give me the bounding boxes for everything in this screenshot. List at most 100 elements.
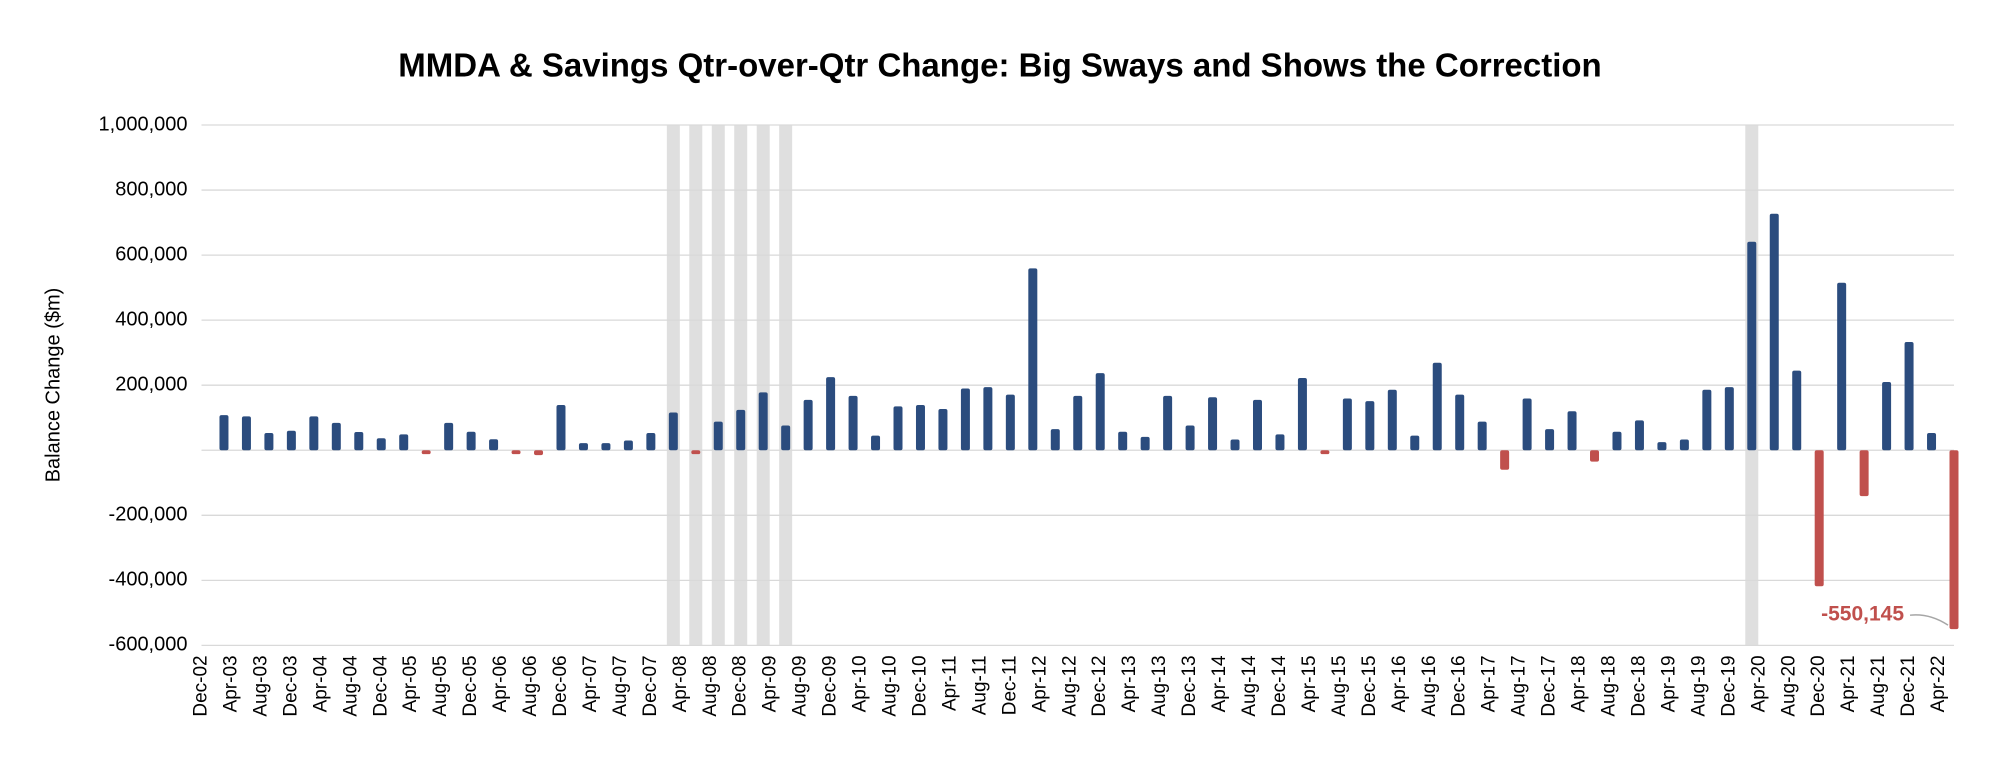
bar [331, 422, 341, 451]
x-tick-label: Aug-10 [880, 655, 901, 716]
bar [623, 440, 633, 451]
y-tick-label: 800,000 [115, 178, 187, 200]
x-tick-label: Aug-04 [340, 655, 361, 717]
x-tick-label: Dec-11 [999, 655, 1020, 715]
bar [1342, 398, 1352, 451]
bar [826, 377, 836, 451]
bar [1904, 341, 1914, 451]
x-tick-label: Apr-17 [1479, 655, 1500, 712]
bar [1702, 389, 1712, 451]
bar [938, 408, 948, 451]
x-tick-label: Aug-07 [610, 655, 631, 716]
bar [915, 405, 925, 451]
x-tick-label: Apr-13 [1119, 655, 1140, 712]
chart-title: MMDA & Savings Qtr-over-Qtr Change: Big … [398, 47, 1601, 84]
bar [1859, 450, 1869, 497]
x-tick-label: Apr-07 [580, 655, 601, 712]
x-tick-label: Apr-06 [490, 655, 511, 712]
bar [309, 416, 319, 451]
bar [646, 433, 656, 451]
bar [1252, 399, 1262, 451]
x-tick-label: Dec-02 [191, 655, 212, 716]
x-tick-label: Dec-08 [730, 655, 751, 716]
bar [871, 435, 881, 451]
y-tick-label: -200,000 [109, 504, 188, 526]
bar [1679, 439, 1689, 451]
bar [1814, 450, 1824, 587]
bar [1163, 395, 1173, 451]
x-tick-label: Dec-21 [1898, 655, 1919, 716]
x-tick-label: Apr-21 [1838, 655, 1859, 712]
x-tick-label: Apr-10 [850, 655, 871, 712]
x-tick-label: Aug-21 [1868, 655, 1889, 716]
x-tick-label: Dec-20 [1808, 655, 1829, 716]
y-tick-label: 1,000,000 [99, 113, 188, 135]
bar [219, 415, 229, 451]
bar [511, 450, 521, 455]
x-tick-label: Apr-16 [1389, 655, 1410, 712]
bar [1612, 431, 1622, 451]
x-tick-label: Dec-09 [820, 655, 841, 716]
bar [713, 421, 723, 451]
bar [1432, 362, 1442, 451]
bar [1837, 282, 1847, 451]
bar [848, 395, 858, 451]
leader-line [1909, 614, 1949, 626]
data-label: -550,145 [1821, 603, 1904, 626]
x-tick-label: Dec-12 [1089, 655, 1110, 716]
y-tick-label: 200,000 [115, 373, 187, 395]
x-tick-label: Dec-06 [550, 655, 571, 716]
bar [264, 433, 274, 451]
x-tick-label: Apr-04 [310, 655, 331, 712]
x-tick-label: Dec-17 [1539, 655, 1560, 716]
x-tick-label: Dec-18 [1628, 655, 1649, 716]
x-tick-label: Dec-13 [1179, 655, 1200, 716]
bar [1275, 434, 1285, 451]
bar [444, 422, 454, 451]
bar [1949, 450, 1959, 630]
bar [1657, 442, 1667, 451]
x-tick-label: Apr-09 [760, 655, 781, 712]
x-tick-label: Aug-05 [430, 655, 451, 716]
x-tick-label: Apr-22 [1928, 655, 1949, 712]
y-axis-title: Balance Change ($m) [42, 288, 64, 483]
bar [1095, 373, 1105, 451]
x-tick-label: Dec-19 [1718, 655, 1739, 716]
x-tick-label: Aug-16 [1419, 655, 1440, 716]
x-tick-label: Apr-05 [400, 655, 421, 712]
bar [781, 425, 791, 451]
x-tick-label: Apr-18 [1569, 655, 1590, 712]
x-tick-label: Aug-06 [520, 655, 541, 716]
bar [1882, 381, 1892, 451]
bar [466, 431, 476, 451]
x-tick-label: Dec-07 [640, 655, 661, 716]
x-tick-label: Dec-05 [460, 655, 481, 716]
x-tick-label: Aug-18 [1599, 655, 1620, 716]
x-tick-label: Dec-14 [1269, 655, 1290, 717]
bar [1792, 370, 1802, 451]
bar [1410, 435, 1420, 451]
x-tick-label: Dec-03 [280, 655, 301, 716]
x-tick-label: Aug-19 [1688, 655, 1709, 716]
bar [601, 443, 611, 451]
x-tick-label: Aug-12 [1059, 655, 1080, 716]
bar [241, 416, 251, 451]
bar [1477, 421, 1487, 451]
bar [354, 432, 364, 451]
bar [1073, 395, 1083, 451]
bar [578, 443, 588, 451]
bar [286, 430, 296, 451]
bar [1028, 268, 1038, 451]
bar [1634, 420, 1644, 451]
bar [399, 434, 409, 451]
bar [1140, 436, 1150, 451]
bar [1320, 450, 1330, 455]
bar [1747, 241, 1757, 451]
bar [1208, 397, 1218, 451]
bar [668, 412, 678, 451]
bar [1567, 411, 1577, 451]
y-tick-label: -400,000 [109, 569, 188, 591]
x-tick-label: Aug-08 [700, 655, 721, 716]
